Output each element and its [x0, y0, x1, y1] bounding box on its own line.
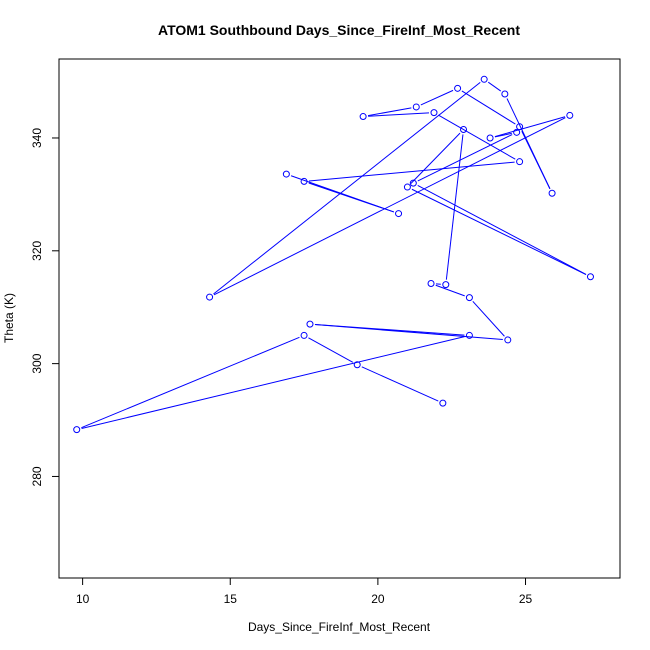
series-line-segment: [213, 117, 566, 296]
series-line-segment: [461, 90, 516, 125]
y-tick-label: 340: [30, 128, 44, 148]
data-point: [548, 189, 556, 197]
data-point: [359, 113, 367, 121]
data-point: [454, 84, 462, 92]
series-line-segment: [445, 134, 464, 280]
series-line-segment: [410, 132, 461, 184]
data-point: [504, 336, 512, 344]
y-tick-label: 320: [30, 240, 44, 260]
data-point: [73, 426, 81, 434]
series-line-segment: [472, 300, 505, 337]
data-point: [412, 103, 420, 111]
x-tick-label: 25: [519, 592, 533, 606]
x-axis-label: Days_Since_FireInf_Most_Recent: [248, 620, 431, 634]
data-point: [403, 183, 411, 191]
data-point: [439, 399, 447, 407]
series-line-segment: [420, 89, 454, 106]
data-point: [206, 293, 214, 301]
data-point: [465, 294, 473, 302]
series-line-segment: [411, 188, 587, 276]
y-tick-label: 280: [30, 466, 44, 486]
series-line-segment: [81, 336, 465, 429]
x-tick-label: 20: [371, 592, 385, 606]
series-line-segment: [417, 134, 513, 182]
data-point: [513, 128, 521, 136]
data-point: [353, 361, 361, 369]
data-point: [566, 111, 574, 119]
series-line-segment: [494, 132, 512, 138]
data-point: [442, 281, 450, 289]
data-point: [586, 273, 594, 281]
data-point: [409, 179, 417, 187]
series-line-segment: [309, 161, 515, 182]
series-line-segment: [438, 114, 516, 160]
data-point: [395, 210, 403, 218]
y-tick-label: 300: [30, 353, 44, 373]
series-line-segment: [368, 112, 430, 117]
series-line-segment: [435, 284, 465, 297]
x-tick-label: 10: [76, 592, 90, 606]
data-point: [427, 280, 435, 288]
series-line-segment: [417, 185, 587, 275]
data-point: [300, 177, 308, 185]
series-line-segment: [521, 130, 551, 189]
series-line-segment: [494, 116, 566, 138]
series-line-segment: [290, 175, 395, 213]
data-point: [300, 331, 308, 339]
y-axis-label: Theta (K): [2, 293, 16, 343]
series-line-segment: [213, 82, 481, 295]
data-point: [430, 109, 438, 117]
x-tick-label: 15: [224, 592, 238, 606]
series-line-segment: [367, 107, 412, 117]
data-point: [282, 170, 290, 178]
axis-ticks: 10 15 20 25 280 300 320 340: [30, 128, 533, 606]
data-point: [460, 126, 468, 134]
data-point: [486, 134, 494, 142]
series-line-segment: [308, 337, 354, 363]
series-line-segment: [487, 81, 502, 92]
series-line-segment: [81, 336, 300, 429]
data-point: [465, 331, 473, 339]
data-point: [516, 158, 524, 166]
series-layer: [73, 75, 594, 434]
data-point: [516, 123, 524, 131]
plot-area-frame: [58, 58, 621, 579]
data-point: [306, 320, 314, 328]
chart-title: ATOM1 Southbound Days_Since_FireInf_Most…: [158, 22, 520, 38]
series-line-segment: [314, 324, 503, 341]
series-line-segment: [361, 366, 439, 402]
data-point: [480, 75, 488, 83]
data-point: [501, 90, 509, 98]
